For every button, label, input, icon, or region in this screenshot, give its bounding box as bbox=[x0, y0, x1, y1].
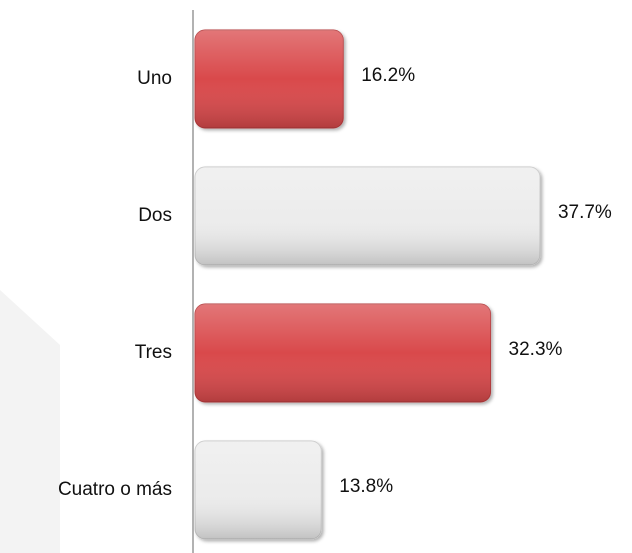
bar-shade bbox=[195, 304, 491, 402]
value-label: 37.7% bbox=[558, 202, 612, 223]
value-label: 32.3% bbox=[509, 339, 563, 360]
category-label: Tres bbox=[135, 342, 172, 363]
value-label: 13.8% bbox=[339, 476, 393, 497]
background-shape bbox=[0, 290, 60, 553]
bar-shade bbox=[195, 441, 322, 539]
bar-shade bbox=[195, 30, 344, 128]
bar-shade bbox=[195, 167, 540, 265]
value-label: 16.2% bbox=[361, 65, 415, 86]
category-label: Dos bbox=[138, 205, 172, 226]
category-label: Uno bbox=[137, 68, 172, 89]
category-label: Cuatro o más bbox=[58, 479, 172, 500]
